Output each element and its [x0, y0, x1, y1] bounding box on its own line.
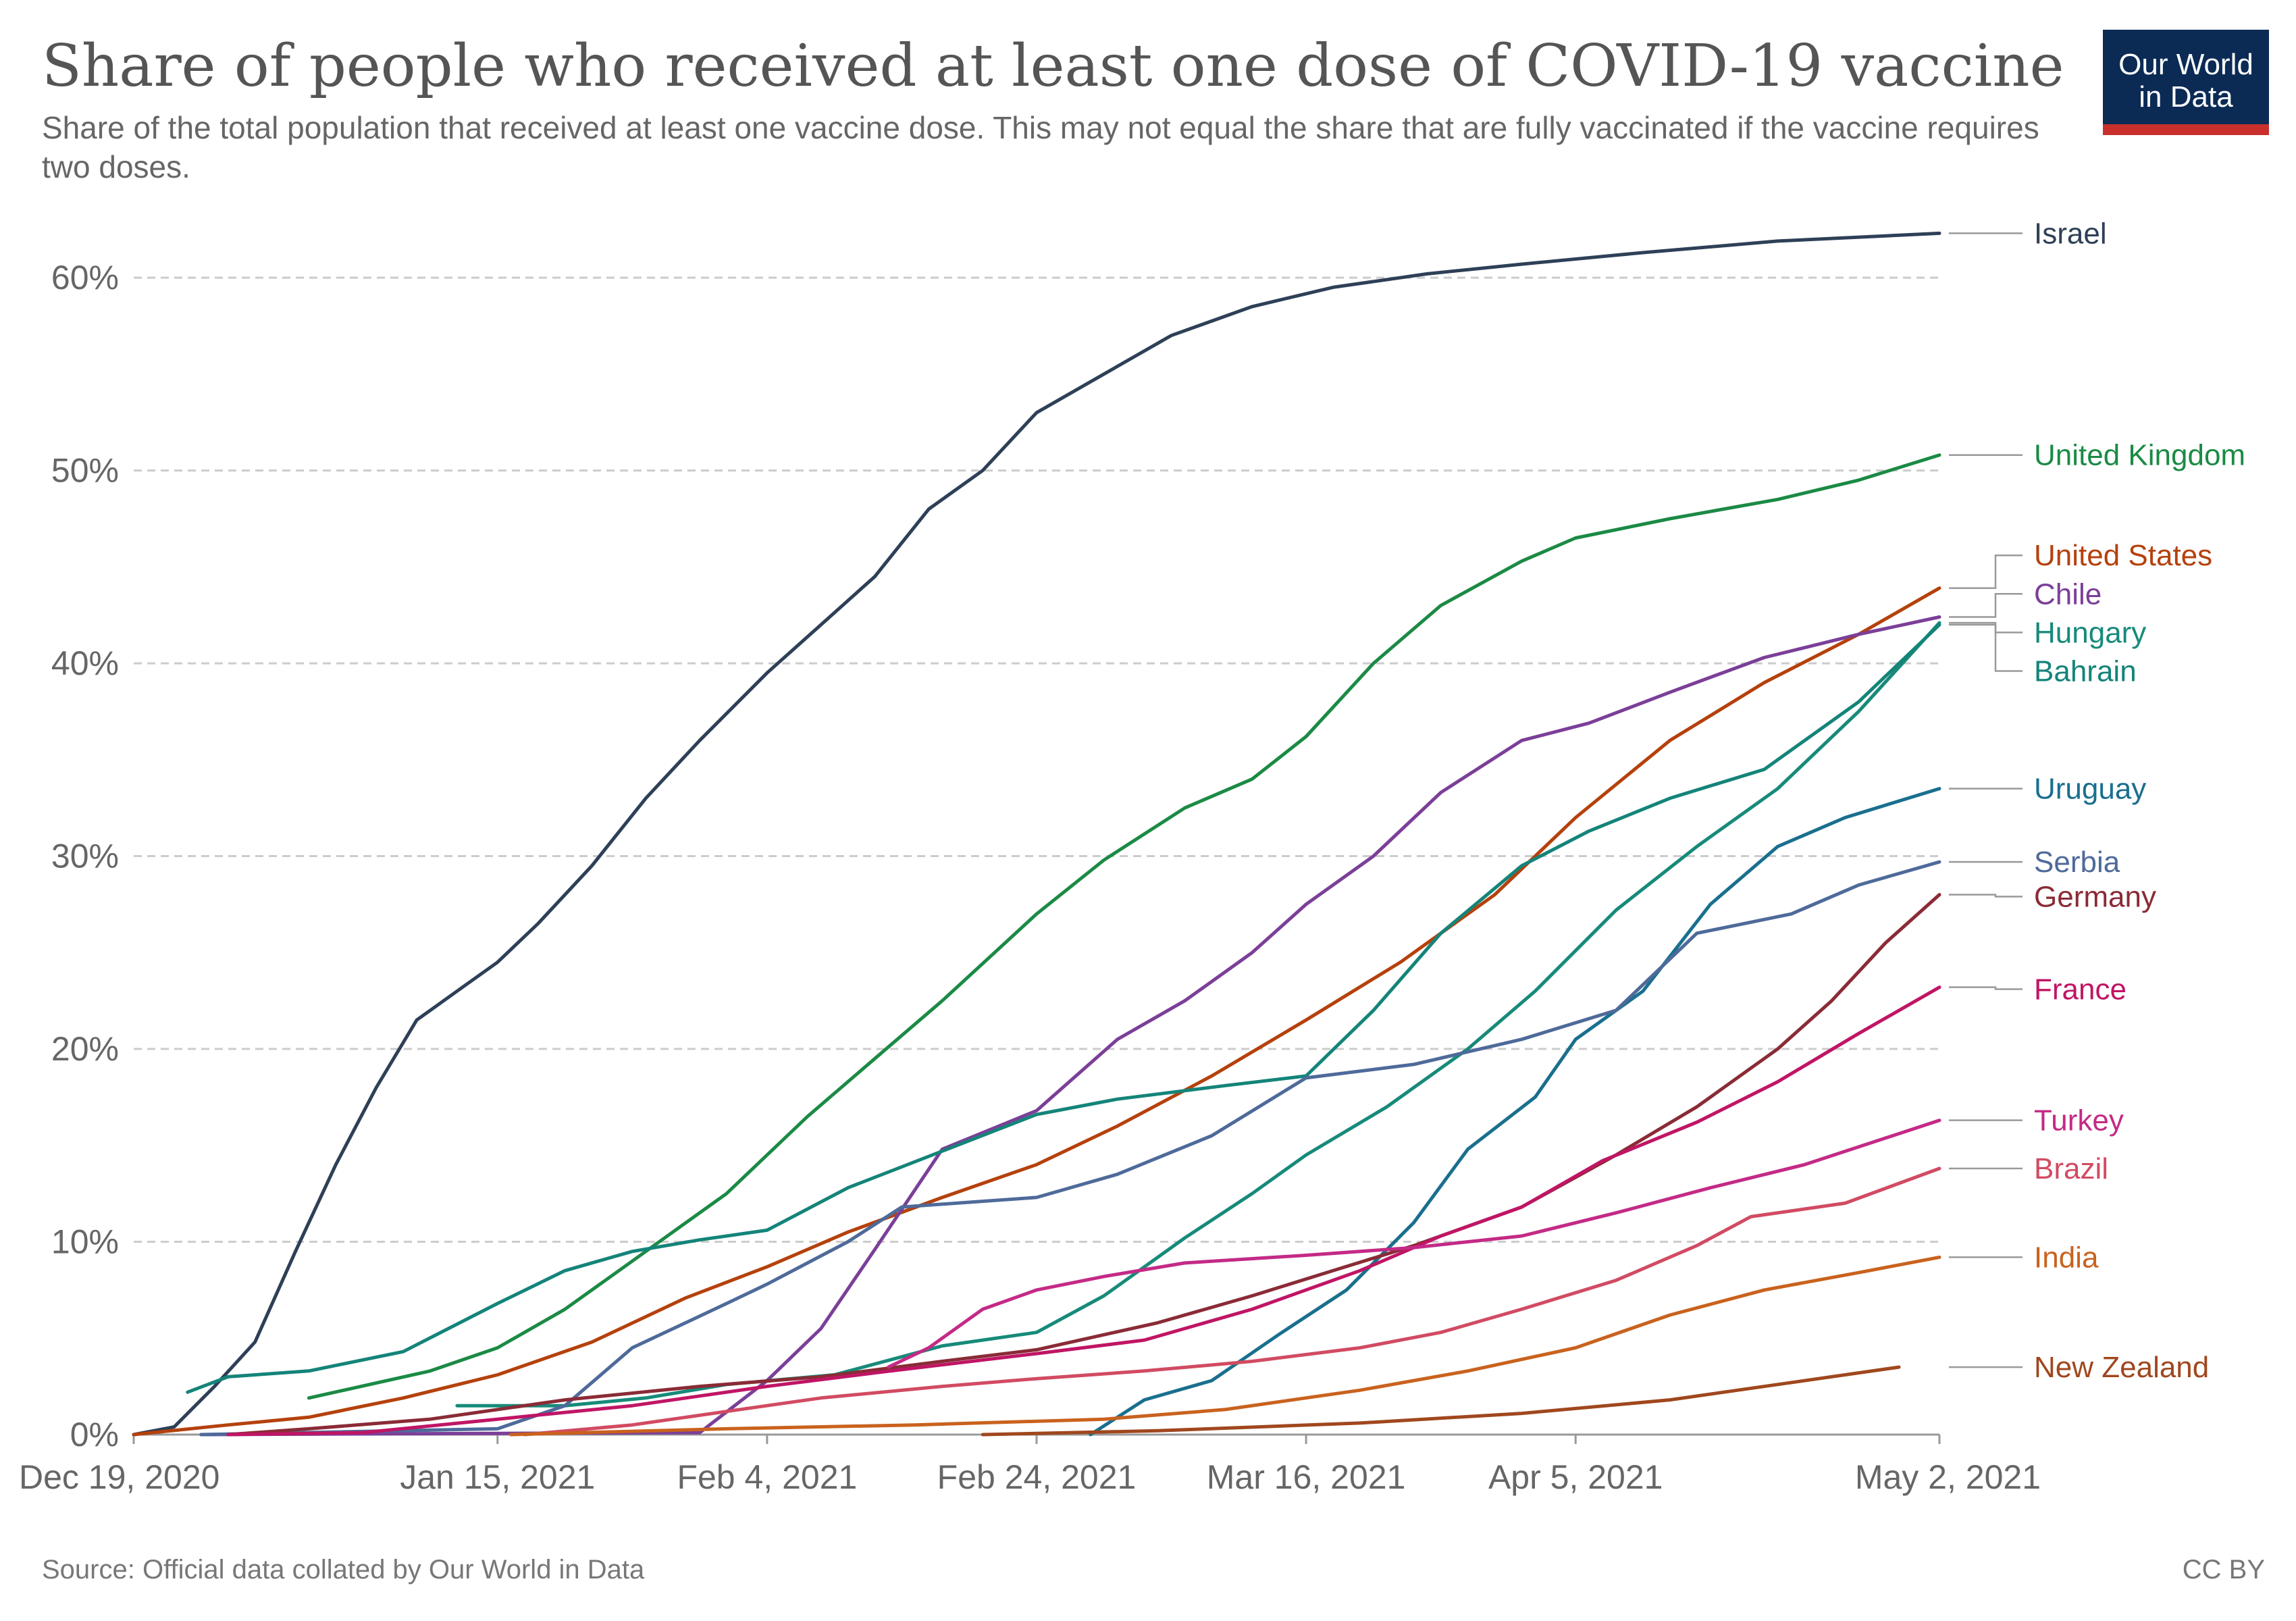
- label-leader: [1949, 623, 2023, 672]
- series-line-turkey[interactable]: [887, 1118, 1941, 1369]
- x-tick-label: Apr 5, 2021: [1488, 1458, 1663, 1496]
- y-tick-label: 50%: [51, 452, 119, 490]
- x-tick-label: Feb 4, 2021: [677, 1458, 857, 1496]
- x-tick-label: Dec 19, 2020: [19, 1458, 219, 1496]
- series-line-chile[interactable]: [199, 615, 1941, 1437]
- series-label-bahrain[interactable]: Bahrain: [2034, 654, 2137, 688]
- logo-line-1: Our World: [2118, 48, 2253, 81]
- y-tick-label: 60%: [51, 259, 119, 297]
- label-leader: [1949, 894, 2023, 898]
- series-line-israel[interactable]: [132, 231, 1941, 1437]
- series-line-united-states[interactable]: [132, 586, 1941, 1437]
- x-tick-label: May 2, 2021: [1855, 1458, 2041, 1496]
- chart-subtitle: Share of the total population that recei…: [42, 110, 2039, 184]
- series-label-uruguay[interactable]: Uruguay: [2034, 773, 2146, 806]
- x-tick-label: Jan 15, 2021: [400, 1458, 595, 1496]
- series-label-new-zealand[interactable]: New Zealand: [2034, 1351, 2209, 1384]
- grid-lines: [134, 276, 1939, 1243]
- x-tick-label: Mar 16, 2021: [1207, 1458, 1406, 1496]
- series-label-united-kingdom[interactable]: United Kingdom: [2034, 439, 2245, 472]
- y-tick-label: 10%: [51, 1223, 119, 1261]
- y-tick-label: 40%: [51, 644, 119, 682]
- series-labels: Israel United Kingdom United States Chile Hu…: [1949, 217, 2245, 1384]
- series-label-france[interactable]: France: [2034, 973, 2127, 1006]
- license-link[interactable]: CC BY: [2182, 1555, 2265, 1585]
- series-line-brazil[interactable]: [523, 1166, 1941, 1437]
- label-leader: [1949, 593, 2023, 618]
- logo-line-2: in Data: [2139, 80, 2233, 113]
- series-label-turkey[interactable]: Turkey: [2034, 1104, 2124, 1137]
- owid-logo[interactable]: Our World in Data: [2103, 30, 2269, 135]
- series-label-israel[interactable]: Israel: [2034, 217, 2107, 250]
- series-line-uruguay[interactable]: [1089, 787, 1941, 1437]
- series-line-india[interactable]: [509, 1255, 1941, 1437]
- series-label-chile[interactable]: Chile: [2034, 577, 2102, 611]
- source-note[interactable]: Source: Official data collated by Our Wo…: [42, 1555, 645, 1585]
- axes: 0% 10% 20% 30% 40% 50% 60% Dec 19, 2020 Jan 15, …: [19, 259, 2041, 1496]
- series-lines: [132, 231, 1941, 1437]
- y-tick-label: 30%: [51, 838, 119, 875]
- label-leader: [1949, 554, 2023, 589]
- y-tick-label: 20%: [51, 1030, 119, 1068]
- x-tick-label: Feb 24, 2021: [937, 1458, 1137, 1496]
- series-label-germany[interactable]: Germany: [2034, 881, 2156, 914]
- series-label-india[interactable]: India: [2034, 1241, 2099, 1274]
- series-line-bahrain[interactable]: [186, 623, 1941, 1394]
- series-label-serbia[interactable]: Serbia: [2034, 846, 2120, 879]
- label-leader: [1949, 986, 2023, 990]
- series-line-united-kingdom[interactable]: [307, 453, 1941, 1400]
- series-label-hungary[interactable]: Hungary: [2034, 616, 2146, 649]
- series-line-serbia[interactable]: [199, 860, 1941, 1437]
- series-line-hungary[interactable]: [455, 621, 1941, 1408]
- chart-title: Share of people who received at least on…: [42, 32, 2064, 100]
- series-line-france[interactable]: [226, 985, 1941, 1437]
- series-line-germany[interactable]: [226, 893, 1941, 1437]
- series-line-new-zealand[interactable]: [981, 1365, 1901, 1437]
- y-tick-label: 0%: [70, 1416, 119, 1453]
- series-label-brazil[interactable]: Brazil: [2034, 1152, 2108, 1185]
- series-label-united-states[interactable]: United States: [2034, 539, 2212, 572]
